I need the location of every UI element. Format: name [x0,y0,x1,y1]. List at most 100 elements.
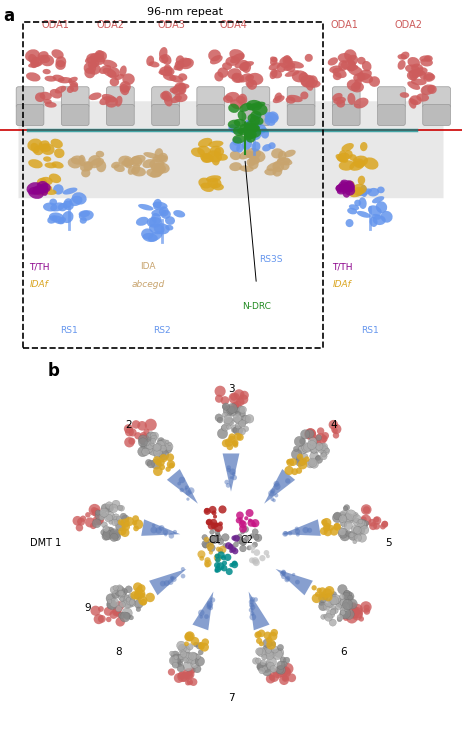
Circle shape [238,407,244,413]
Circle shape [351,525,359,533]
FancyBboxPatch shape [152,87,179,108]
Circle shape [361,517,367,522]
Polygon shape [223,454,239,492]
Circle shape [287,673,296,682]
Circle shape [183,658,188,663]
Ellipse shape [31,187,44,195]
Circle shape [106,504,114,512]
Text: 4: 4 [330,420,337,429]
Ellipse shape [174,62,184,70]
Ellipse shape [411,70,419,76]
Circle shape [232,472,236,476]
Circle shape [136,594,142,600]
Circle shape [118,519,124,526]
Ellipse shape [239,124,254,131]
Ellipse shape [53,184,64,195]
Circle shape [308,458,317,467]
Circle shape [103,527,114,537]
Circle shape [90,523,97,529]
Circle shape [128,429,137,437]
Circle shape [311,585,317,590]
Circle shape [325,448,329,453]
Circle shape [322,588,332,598]
Circle shape [168,669,175,676]
Ellipse shape [254,117,263,125]
Ellipse shape [347,79,361,91]
Circle shape [122,608,132,618]
Ellipse shape [423,73,435,82]
Circle shape [189,653,199,663]
Ellipse shape [230,99,243,109]
Ellipse shape [247,158,255,167]
Circle shape [368,519,376,526]
Ellipse shape [152,155,167,162]
Circle shape [302,454,308,460]
Circle shape [152,523,155,527]
Polygon shape [264,469,295,504]
Circle shape [234,408,239,413]
Circle shape [382,520,388,527]
Circle shape [235,417,242,424]
Circle shape [212,538,217,544]
Circle shape [107,600,115,609]
FancyBboxPatch shape [61,87,89,108]
Circle shape [102,512,107,517]
FancyBboxPatch shape [377,87,405,108]
Circle shape [204,559,212,567]
Text: 8: 8 [115,647,122,658]
Ellipse shape [43,99,52,104]
Circle shape [249,603,254,608]
Circle shape [186,670,193,676]
Circle shape [134,520,143,529]
Circle shape [137,584,146,592]
Ellipse shape [62,211,73,223]
Ellipse shape [281,161,290,170]
Ellipse shape [72,192,87,205]
Ellipse shape [228,103,239,113]
Circle shape [98,615,106,623]
Circle shape [214,523,219,527]
Circle shape [169,533,174,539]
Circle shape [146,441,154,449]
Ellipse shape [248,159,259,170]
Ellipse shape [146,168,162,178]
Circle shape [120,596,124,600]
Circle shape [234,433,242,440]
Circle shape [138,596,147,606]
Circle shape [170,575,174,580]
Circle shape [266,648,271,653]
Ellipse shape [30,143,40,153]
Circle shape [232,548,238,554]
Circle shape [110,586,117,594]
Circle shape [272,650,282,660]
Ellipse shape [233,126,244,136]
Text: ODA1: ODA1 [42,20,69,30]
Circle shape [251,550,254,553]
Circle shape [204,614,209,619]
Ellipse shape [376,201,387,213]
Circle shape [223,543,227,548]
Ellipse shape [239,126,252,135]
Circle shape [233,403,239,409]
Ellipse shape [247,103,256,110]
Ellipse shape [152,213,161,224]
Ellipse shape [52,216,65,225]
Circle shape [262,666,267,671]
Circle shape [260,660,266,666]
Circle shape [298,446,307,454]
Ellipse shape [43,203,57,211]
Ellipse shape [96,160,106,172]
Polygon shape [149,569,186,595]
Ellipse shape [122,73,135,85]
Text: abcegd: abcegd [131,280,164,288]
Circle shape [270,629,278,636]
Ellipse shape [244,127,253,134]
Circle shape [343,506,348,511]
Ellipse shape [341,143,354,152]
Ellipse shape [252,103,267,115]
Ellipse shape [202,153,213,159]
Circle shape [267,662,274,669]
Circle shape [73,516,82,526]
Circle shape [205,557,211,563]
Ellipse shape [420,58,433,67]
